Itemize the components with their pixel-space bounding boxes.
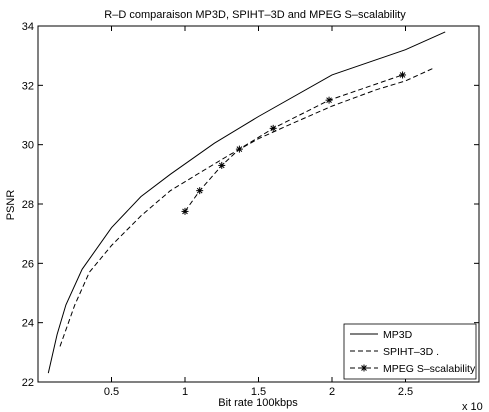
plot-area <box>37 25 480 383</box>
series-point-2 <box>196 187 204 195</box>
legend: MP3D SPIHT–3D . MPEG S–scalability <box>343 323 477 380</box>
y-tick-label: 28 <box>22 199 34 211</box>
series-point-2 <box>269 124 277 132</box>
x-multiplier-label: x 10 <box>462 401 483 412</box>
y-tick-label: 26 <box>22 258 34 270</box>
y-tick-label: 22 <box>22 377 34 389</box>
series-line-0 <box>47 31 446 374</box>
x-tick-label: 2.5 <box>398 386 413 398</box>
series-point-2 <box>399 71 407 79</box>
legend-label-2: MPEG S–scalability <box>383 363 476 375</box>
series-point-2 <box>181 207 189 215</box>
legend-label-1: SPIHT–3D . <box>383 346 439 358</box>
series-layer <box>47 31 446 374</box>
y-tick-label: 34 <box>22 21 34 33</box>
x-tick-label: 0.5 <box>104 386 119 398</box>
series-point-2 <box>235 145 243 153</box>
chart-title: R–D comparaison MP3D, SPIHT–3D and MPEG … <box>104 9 406 21</box>
series-point-2 <box>218 161 226 169</box>
y-tick-label: 24 <box>22 318 34 330</box>
legend-marker-2 <box>360 364 368 372</box>
legend-label-0: MP3D <box>383 329 413 341</box>
series-line-1 <box>59 67 436 347</box>
legend-items: MP3D SPIHT–3D . MPEG S–scalability <box>350 329 476 375</box>
series-point-2 <box>325 96 333 104</box>
y-axis-label: PSNR <box>5 190 17 221</box>
x-tick-label: 1.5 <box>251 386 266 398</box>
y-axis-ticks: 22 24 26 28 30 32 34 <box>22 21 479 389</box>
x-tick-label: 1 <box>182 386 188 398</box>
x-tick-label: 2 <box>329 386 335 398</box>
x-axis-label: Bit rate 100kbps <box>218 397 298 409</box>
x-axis-ticks: 0.5 1 1.5 2 2.5 <box>104 26 413 398</box>
y-tick-label: 30 <box>22 140 34 152</box>
y-tick-label: 32 <box>22 80 34 92</box>
